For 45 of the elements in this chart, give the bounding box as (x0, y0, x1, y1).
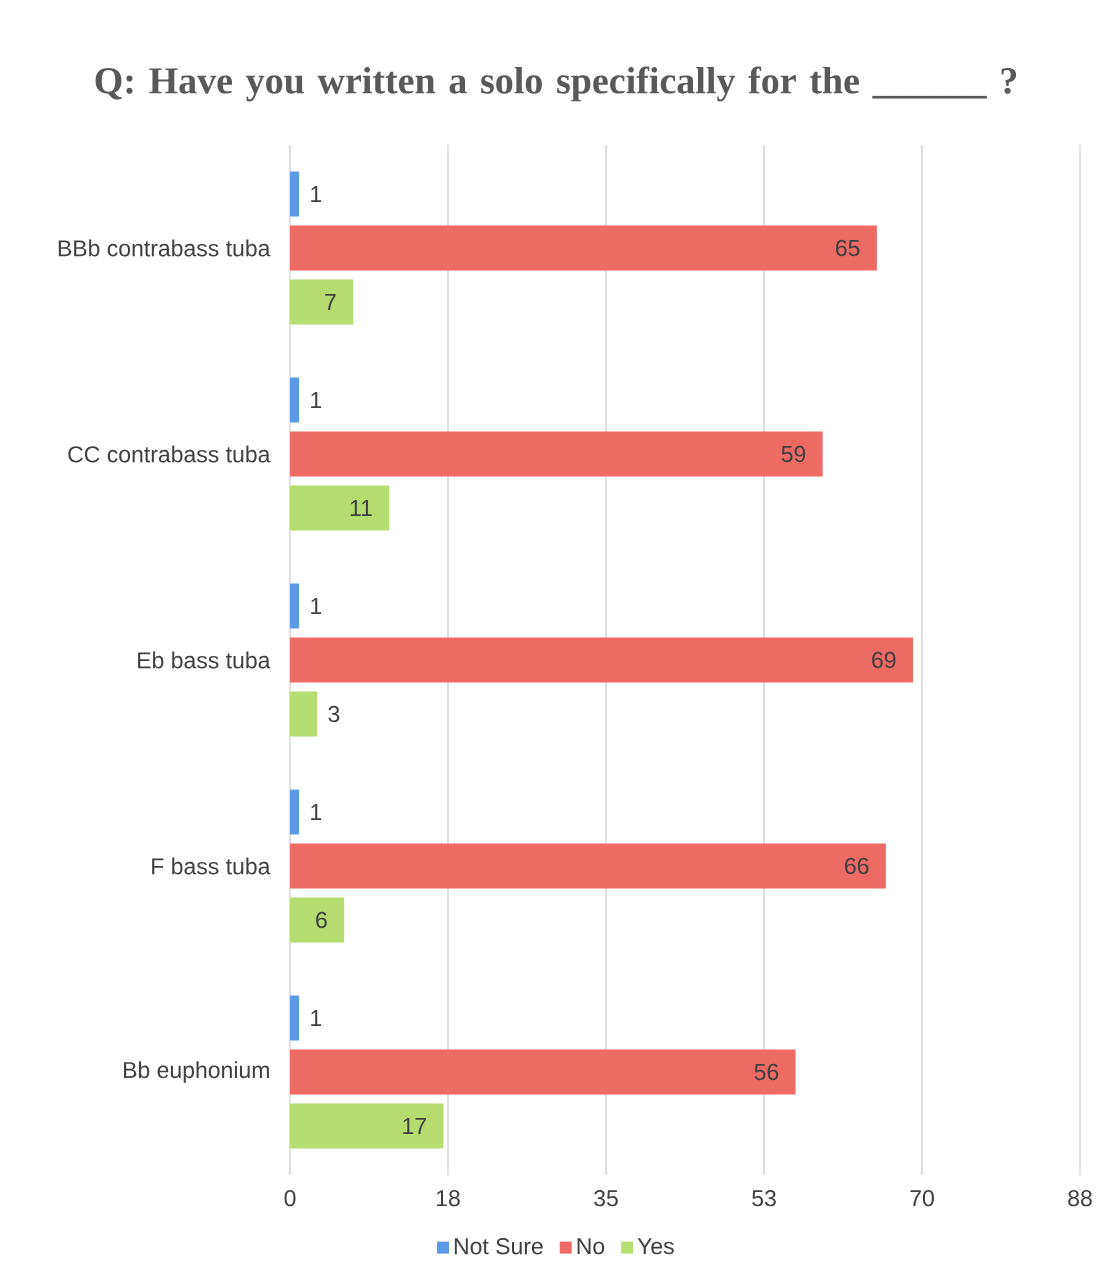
y-tick-label: BBb contrabass tuba (58, 239, 271, 257)
legend-label: Not Sure (454, 1238, 543, 1255)
data-label: 66 (845, 857, 869, 875)
bar (290, 583, 300, 629)
x-tick-label: 53 (752, 1190, 776, 1207)
data-label: 17 (403, 1118, 426, 1134)
data-label: 11 (350, 500, 372, 516)
data-label: 1 (311, 598, 322, 614)
legend-label: No (577, 1238, 605, 1255)
data-label: 6 (316, 911, 327, 929)
x-tick-label: 18 (436, 1190, 460, 1207)
data-label: 65 (836, 239, 860, 257)
data-label: 56 (754, 1063, 779, 1081)
bar (290, 171, 300, 217)
y-tick-label: CC contrabass tuba (68, 445, 271, 463)
bar (290, 279, 354, 325)
chart-title: Q: Have you written a solo specifically for the ______ ? (95, 66, 1017, 102)
data-label: 69 (872, 651, 896, 669)
data-label: 1 (311, 804, 322, 820)
bar (290, 691, 318, 737)
y-tick-label: Bb euphonium (124, 1061, 269, 1083)
bar (290, 377, 300, 423)
bar (290, 843, 886, 889)
bar (290, 897, 345, 943)
data-label: 3 (328, 705, 340, 723)
bar (290, 485, 390, 531)
bar (290, 225, 877, 271)
x-tick-label: 70 (910, 1190, 934, 1207)
data-label: 7 (325, 294, 336, 310)
x-tick-label: 0 (284, 1190, 296, 1207)
x-tick-label: 35 (594, 1190, 618, 1207)
bar (290, 1049, 796, 1095)
bar (290, 995, 300, 1041)
bar (290, 637, 913, 683)
bar (290, 431, 823, 477)
data-label: 1 (311, 1010, 322, 1026)
data-label: 1 (311, 186, 322, 202)
bar (290, 1103, 444, 1149)
data-label: 59 (781, 445, 806, 463)
bar (290, 789, 300, 835)
y-tick-label: F bass tuba (152, 857, 271, 875)
x-tick-label: 88 (1068, 1190, 1092, 1207)
legend-label: Yes (637, 1238, 674, 1255)
data-label: 1 (311, 392, 322, 408)
y-tick-label: Eb bass tuba (138, 651, 271, 669)
